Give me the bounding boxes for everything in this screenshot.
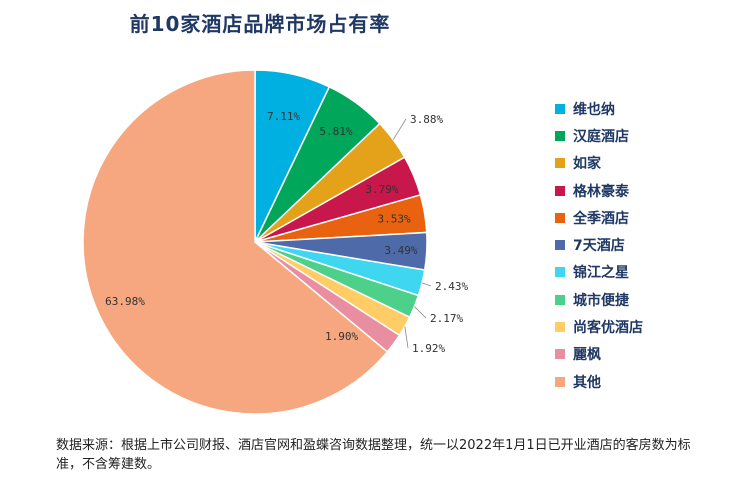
data-label-0: 7.11% <box>267 110 300 123</box>
legend-swatch <box>555 130 565 141</box>
legend-swatch <box>555 294 565 305</box>
legend-label: 7天酒店 <box>573 238 625 255</box>
source-note: 数据来源：根据上市公司财报、酒店官网和盈蝶咨询数据整理，统一以2022年1月1日… <box>56 438 691 472</box>
leader-line-6 <box>421 282 432 287</box>
legend-label: 维也纳 <box>573 101 615 118</box>
data-label-8: 1.92% <box>412 342 445 355</box>
legend-item-10: 其他 <box>555 368 643 395</box>
legend-item-1: 汉庭酒店 <box>555 122 643 149</box>
data-label-10: 63.98% <box>105 295 145 308</box>
leader-line-2 <box>392 118 407 140</box>
legend-item-5: 7天酒店 <box>555 231 643 258</box>
legend-label: 其他 <box>573 374 601 391</box>
legend-label: 锦江之星 <box>573 265 629 282</box>
legend-label: 格林豪泰 <box>573 183 629 200</box>
legend-swatch <box>555 349 565 360</box>
legend-label: 城市便捷 <box>573 292 629 309</box>
data-label-3: 3.79% <box>365 183 398 196</box>
legend-label: 如家 <box>573 156 601 173</box>
legend-swatch <box>555 322 565 333</box>
legend-item-7: 城市便捷 <box>555 286 643 313</box>
data-label-6: 2.43% <box>435 280 468 293</box>
legend-swatch <box>555 240 565 251</box>
chart-title: 前10家酒店品牌市场占有率 <box>129 12 391 36</box>
leader-line-8 <box>404 326 409 349</box>
legend-label: 汉庭酒店 <box>573 128 629 145</box>
legend-item-9: 麗枫 <box>555 341 643 368</box>
leader-line-7 <box>414 306 427 319</box>
legend-swatch <box>555 103 565 114</box>
legend-label: 尚客优酒店 <box>573 320 643 337</box>
data-label-9: 1.90% <box>325 330 358 343</box>
legend-swatch <box>555 158 565 169</box>
legend-item-6: 锦江之星 <box>555 259 643 286</box>
legend-label: 全季酒店 <box>573 210 629 227</box>
legend-swatch <box>555 212 565 223</box>
data-label-5: 3.49% <box>384 244 417 257</box>
legend-item-0: 维也纳 <box>555 95 643 122</box>
data-label-2: 3.88% <box>410 113 443 126</box>
data-label-1: 5.81% <box>319 125 352 138</box>
legend-item-4: 全季酒店 <box>555 204 643 231</box>
legend-swatch <box>555 376 565 387</box>
legend-label: 麗枫 <box>573 347 601 364</box>
legend-item-8: 尚客优酒店 <box>555 313 643 340</box>
legend-item-2: 如家 <box>555 150 643 177</box>
legend-swatch <box>555 185 565 196</box>
legend-item-3: 格林豪泰 <box>555 177 643 204</box>
legend-swatch <box>555 267 565 278</box>
data-label-7: 2.17% <box>430 312 463 325</box>
legend: 维也纳汉庭酒店如家格林豪泰全季酒店 7天酒店锦江之星城市便捷尚客优酒店麗枫其他 <box>555 95 643 395</box>
pie-slice-10 <box>82 69 389 415</box>
data-label-4: 3.53% <box>378 213 411 226</box>
